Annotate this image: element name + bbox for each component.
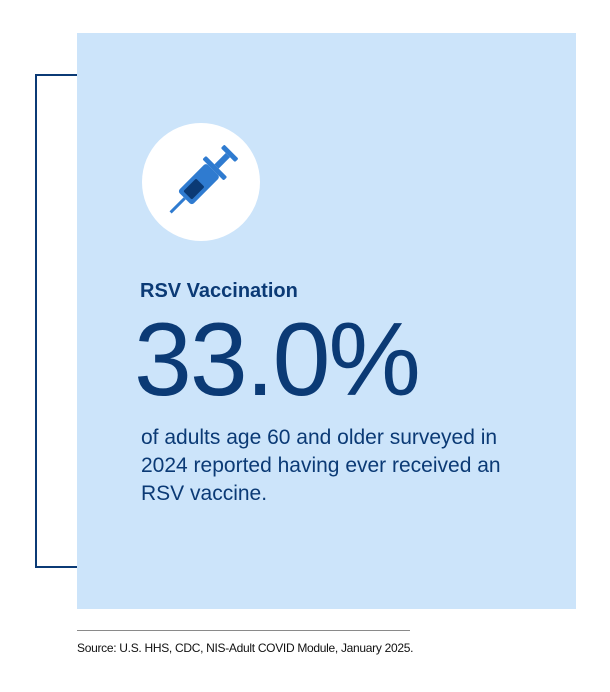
syringe-icon	[169, 145, 238, 214]
stat-value: 33.0%	[134, 302, 421, 418]
source-note: Source: U.S. HHS, CDC, NIS-Adult COVID M…	[77, 641, 414, 655]
icon-badge	[142, 123, 260, 241]
footer-divider	[77, 630, 410, 631]
stat-card	[77, 33, 576, 609]
stat-heading: RSV Vaccination	[140, 280, 298, 302]
stat-description: of adults age 60 and older surveyed in 2…	[141, 426, 501, 505]
